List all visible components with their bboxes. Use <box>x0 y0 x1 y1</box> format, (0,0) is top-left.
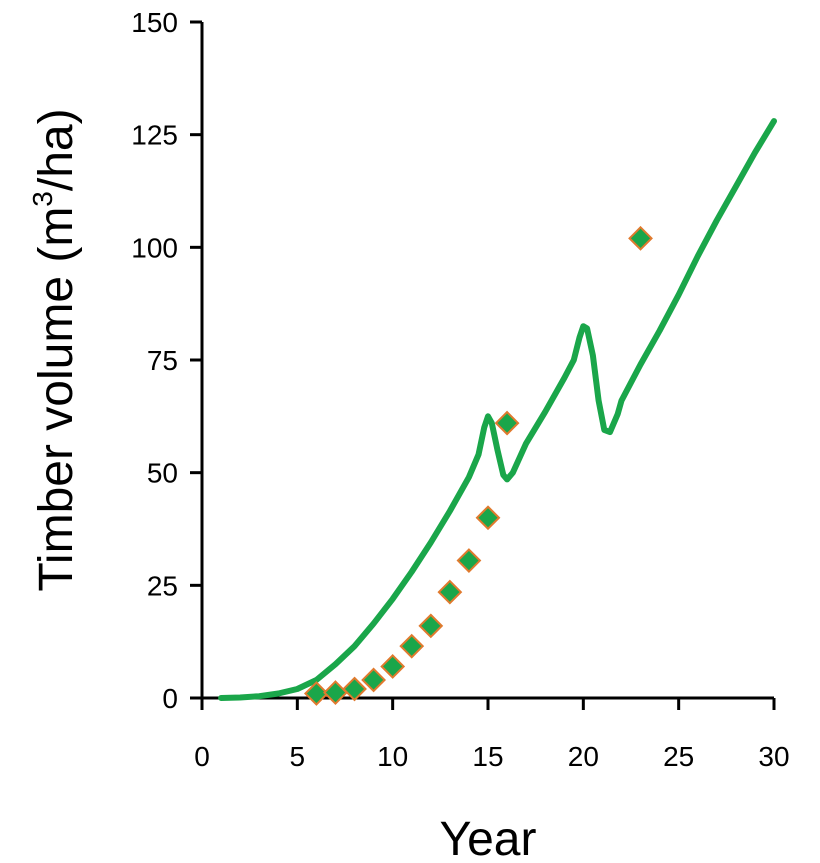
x-tick-label: 20 <box>568 741 599 772</box>
x-tick-label: 0 <box>194 741 210 772</box>
series-layer <box>218 118 777 706</box>
observed-point-diamond <box>323 680 348 706</box>
observed-point-diamond <box>437 579 463 605</box>
y-tick-label: 75 <box>147 345 178 376</box>
y-tick-label: 0 <box>162 683 178 714</box>
observed-point-diamond <box>380 654 406 679</box>
y-tick-label: 50 <box>147 458 178 489</box>
observed-point-diamond <box>361 667 387 693</box>
x-tick-label: 25 <box>663 741 694 772</box>
x-axis-title: Year <box>440 813 537 863</box>
y-tick-label: 100 <box>131 232 178 263</box>
axes <box>200 22 774 700</box>
model-line <box>218 118 777 701</box>
x-axis-ticks: 0 5 10 15 20 25 30 <box>194 698 790 772</box>
observed-point-diamond <box>475 505 501 531</box>
observed-point-diamond <box>494 410 520 436</box>
y-axis-title-superscript: 3 <box>27 191 58 207</box>
observed-point-diamond <box>342 676 367 702</box>
x-tick-label: 5 <box>290 741 306 772</box>
observed-point-diamond <box>628 225 653 251</box>
y-tick-label: 125 <box>131 120 178 151</box>
observed-point-diamond <box>303 681 329 706</box>
y-axis-title-main: Timber volume (m <box>30 207 83 592</box>
y-axis-title: Timber volume (m3/ha) <box>27 108 83 591</box>
observed-point-diamond <box>418 613 444 639</box>
y-tick-label: 150 <box>131 7 178 38</box>
observed-point-diamond <box>399 633 425 659</box>
x-tick-label: 30 <box>758 741 789 772</box>
y-tick-label: 25 <box>147 570 178 601</box>
x-tick-label: 15 <box>472 741 503 772</box>
x-tick-label: 10 <box>377 741 408 772</box>
observed-point-diamond <box>456 548 482 573</box>
y-axis-title-unit: /ha) <box>30 108 83 191</box>
y-axis-ticks: 0 25 50 75 100 125 150 <box>131 7 202 714</box>
